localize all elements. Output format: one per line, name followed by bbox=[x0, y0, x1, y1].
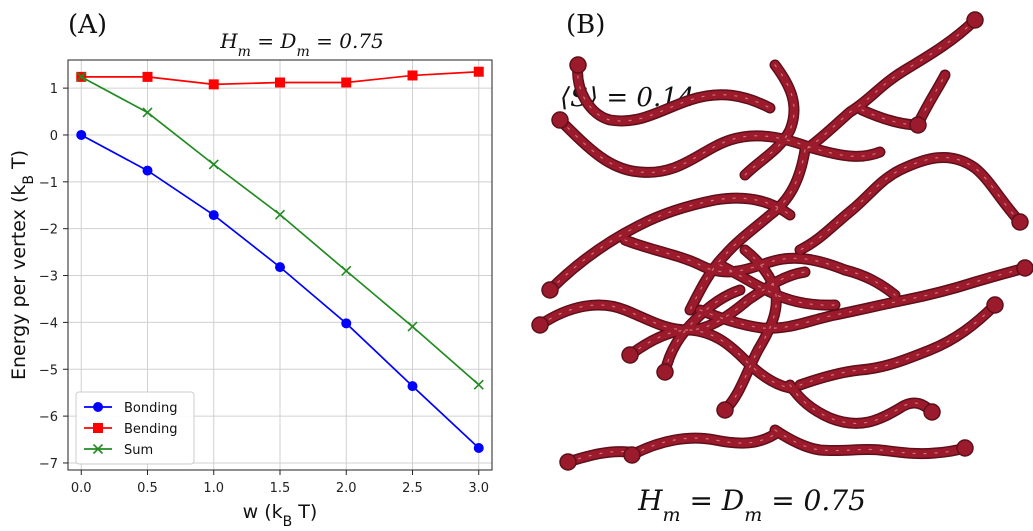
legend-label-bending: Bending bbox=[124, 422, 178, 437]
bonding-data-point bbox=[473, 442, 484, 453]
energy-chart: 0.0 0.5 1.0 1.5 2.0 2.5 3.0 1 0 −1 −2 −3 −4 −5 −6 −7 w… bbox=[8, 59, 493, 530]
x-axis-ticks: 0.0 0.5 1.0 1.5 2.0 2.5 3.0 bbox=[71, 470, 489, 496]
polymer-end-cap bbox=[656, 363, 674, 381]
y-tick-label: −1 bbox=[39, 176, 58, 191]
y-tick-label: −7 bbox=[39, 457, 58, 472]
polymer-end-cap bbox=[551, 111, 569, 129]
polymer-strand-shadow bbox=[794, 151, 1026, 256]
legend-box bbox=[75, 391, 195, 465]
polymer-strand-highlight bbox=[799, 304, 996, 386]
x-tick-label: 3.0 bbox=[468, 481, 489, 496]
x-tick-label: 1.5 bbox=[270, 481, 291, 496]
bending-data-point bbox=[341, 77, 352, 88]
bending-data-point bbox=[275, 77, 285, 88]
x-axis-label: w (kB T) bbox=[243, 501, 318, 530]
y-tick-label: −5 bbox=[39, 363, 58, 378]
polymer-strand bbox=[841, 266, 899, 299]
polymer-strand bbox=[786, 381, 936, 428]
polymer-strand-highlight bbox=[629, 329, 791, 389]
legend-marker-bending bbox=[93, 423, 103, 433]
polymer-strand-highlight bbox=[699, 267, 1026, 329]
polymer-strand-highlight bbox=[559, 119, 881, 173]
chart-legend: Bonding Bending Sum bbox=[75, 391, 195, 465]
x-tick-label: 0.0 bbox=[71, 481, 92, 496]
panel-b-label: (B) bbox=[566, 10, 605, 40]
polymer-strand bbox=[741, 61, 798, 179]
polymer-strand bbox=[796, 153, 1024, 254]
panel-b-caption: Hm = Dm = 0.75 bbox=[637, 484, 866, 526]
polymer-end-cap bbox=[986, 296, 1004, 314]
sum-data-point bbox=[208, 159, 219, 170]
x-tick-label: 2.0 bbox=[336, 481, 357, 496]
polymer-strand-highlight bbox=[539, 271, 806, 331]
polymer-strand-highlight bbox=[624, 239, 846, 273]
polymer-end-cap bbox=[716, 401, 734, 419]
sum-data-point bbox=[407, 321, 418, 332]
bonding-data-point bbox=[76, 129, 87, 140]
x-tick-label: 1.0 bbox=[203, 481, 224, 496]
sum-data-point bbox=[76, 71, 87, 82]
bonding-data-point bbox=[142, 165, 153, 176]
bonding-data-point bbox=[275, 262, 285, 273]
polymer-strand-highlight bbox=[664, 289, 741, 373]
polymer-end-cap bbox=[1011, 213, 1029, 231]
polymer-network-render bbox=[531, 11, 1033, 471]
y-axis-ticks: 1 0 −1 −2 −3 −4 −5 −6 −7 bbox=[39, 82, 68, 472]
polymer-strand bbox=[916, 71, 949, 124]
polymer-strand-highlight bbox=[719, 264, 836, 306]
sum-data-point bbox=[341, 265, 352, 276]
panel-a-label: (A) bbox=[68, 10, 107, 40]
polymer-end-cap bbox=[621, 346, 639, 364]
grid bbox=[68, 60, 492, 470]
legend-marker-sum bbox=[92, 443, 104, 455]
polymer-strand bbox=[801, 16, 979, 154]
polymer-strand-highlight bbox=[567, 450, 629, 463]
polymer-strand-highlight bbox=[631, 431, 779, 456]
polymer-end-cap bbox=[966, 11, 984, 29]
chart-title: Hm = Dm = 0.75 bbox=[219, 29, 384, 60]
polymer-strand bbox=[721, 246, 781, 414]
y-tick-label: −4 bbox=[39, 316, 58, 331]
sum-data-point bbox=[142, 107, 153, 118]
y-tick-label: −2 bbox=[39, 223, 58, 238]
polymer-strand-highlight bbox=[549, 197, 791, 291]
bending-data-point bbox=[142, 71, 153, 82]
polymer-strand bbox=[686, 146, 809, 314]
y-tick-label: 1 bbox=[50, 82, 58, 97]
bonding-data-point bbox=[208, 210, 219, 221]
bonding-data-point bbox=[407, 381, 418, 392]
polymer-end-cap bbox=[623, 446, 641, 464]
polymer-end-cap bbox=[531, 316, 549, 334]
polymer-end-cap bbox=[1016, 259, 1033, 277]
polymer-strand-highlight bbox=[774, 429, 966, 455]
bonding-data-point bbox=[341, 318, 352, 329]
legend-marker-bonding bbox=[93, 402, 103, 412]
polymer-end-cap bbox=[569, 56, 587, 74]
polymer-end-cap bbox=[923, 403, 941, 421]
series bbox=[76, 66, 484, 453]
bending-data-point bbox=[407, 70, 418, 81]
y-tick-label: 0 bbox=[50, 129, 58, 144]
polymer-strand bbox=[573, 61, 774, 125]
polymer-end-cap bbox=[956, 439, 974, 457]
polymer-end-cap bbox=[559, 453, 577, 471]
x-tick-label: 2.5 bbox=[402, 481, 423, 496]
legend-label-bonding: Bonding bbox=[124, 401, 177, 416]
legend-label-sum: Sum bbox=[124, 443, 153, 458]
polymer-end-cap bbox=[909, 116, 927, 134]
x-tick-label: 0.5 bbox=[137, 481, 158, 496]
y-tick-label: −6 bbox=[39, 410, 58, 425]
y-axis-label: Energy per vertex (kB T) bbox=[8, 150, 37, 380]
bending-data-point bbox=[208, 79, 219, 90]
polymer-end-cap bbox=[541, 281, 559, 299]
sum-data-point bbox=[274, 209, 286, 220]
bending-data-point bbox=[473, 66, 484, 77]
sum-data-point bbox=[473, 379, 484, 390]
y-tick-label: −3 bbox=[39, 270, 58, 285]
